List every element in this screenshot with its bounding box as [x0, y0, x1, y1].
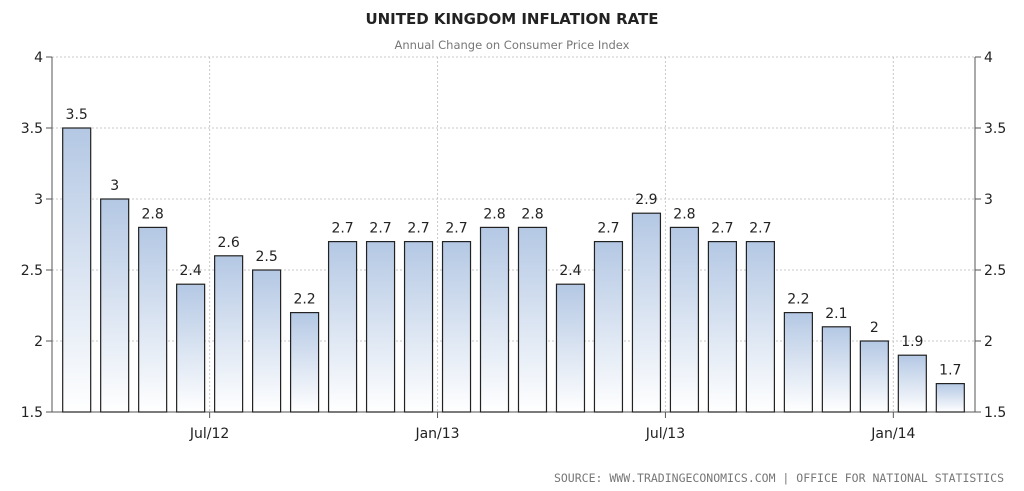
bar — [745, 241, 775, 413]
chart-title: UNITED KINGDOM INFLATION RATE — [365, 10, 658, 28]
data-label: 2.6 — [217, 235, 239, 251]
data-label: 2.7 — [597, 221, 619, 237]
x-tick-label: Jul/13 — [645, 426, 685, 442]
data-label: 2.4 — [559, 263, 581, 279]
y-tick-label-left: 3.5 — [21, 121, 43, 137]
bar — [821, 326, 851, 413]
y-tick-label-left: 1.5 — [21, 405, 43, 421]
bar — [403, 241, 434, 413]
y-tick-label-right: 4 — [984, 50, 993, 66]
bar — [593, 241, 624, 413]
data-label: 1.7 — [939, 363, 961, 379]
bar — [138, 226, 168, 413]
x-tick-label: Jul/12 — [189, 426, 229, 442]
data-label: 1.9 — [901, 334, 923, 350]
data-label: 2.8 — [483, 206, 505, 222]
bar — [631, 212, 662, 413]
bar — [479, 226, 510, 413]
data-label: 3 — [110, 178, 119, 194]
y-tick-label-left: 2.5 — [21, 263, 43, 279]
bar — [62, 127, 92, 413]
y-tick-label-right: 1.5 — [984, 405, 1006, 421]
data-label: 3.5 — [66, 107, 88, 123]
bar — [669, 226, 700, 413]
gridlines — [52, 56, 975, 412]
y-tick-label-right: 2 — [984, 334, 993, 350]
y-tick-label-left: 2 — [34, 334, 43, 350]
bar — [935, 383, 965, 413]
x-tick-label: Jan/13 — [414, 426, 459, 442]
data-label: 2.5 — [255, 249, 277, 265]
data-label: 2.8 — [673, 206, 695, 222]
bar — [214, 255, 244, 413]
x-tick-labels: Jul/12 Jan/13 Jul/13 Jan/14 — [189, 426, 916, 442]
data-label: 2.2 — [293, 292, 315, 308]
bar — [859, 340, 889, 413]
bar — [783, 312, 813, 413]
bar — [289, 312, 320, 413]
data-label: 2.7 — [749, 221, 771, 237]
bar — [707, 241, 738, 413]
y-tick-label-right: 3 — [984, 192, 993, 208]
bar — [176, 283, 206, 413]
y-tick-label-right: 3.5 — [984, 121, 1006, 137]
y-tick-label-right: 2.5 — [984, 263, 1006, 279]
data-labels: 3.5 3 2.8 2.4 2.6 2.5 2.2 2.7 2.7 2.7 2.7 2.8 2.8 2.4… — [66, 107, 962, 379]
data-label: 2.1 — [825, 306, 847, 322]
data-label: 2.7 — [445, 221, 467, 237]
data-label: 2.7 — [711, 221, 733, 237]
data-label: 2.4 — [180, 263, 202, 279]
data-label: 2.7 — [331, 221, 353, 237]
data-label: 2.8 — [521, 206, 543, 222]
x-tick-label: Jan/14 — [870, 426, 915, 442]
data-label: 2.2 — [787, 292, 809, 308]
data-label: 2.8 — [142, 206, 164, 222]
source-note: SOURCE: WWW.TRADINGECONOMICS.COM | OFFIC… — [554, 471, 1004, 485]
bar — [555, 283, 586, 413]
chart-subtitle: Annual Change on Consumer Price Index — [395, 38, 630, 52]
bar — [252, 269, 282, 413]
bar — [897, 354, 927, 413]
bars — [62, 127, 965, 413]
data-label: 2.7 — [407, 221, 429, 237]
y-tick-labels: 1.5 1.5 2 2 2.5 2.5 3 3 3.5 3.5 4 4 — [21, 50, 1007, 421]
axes — [46, 56, 981, 418]
y-tick-label-left: 3 — [34, 192, 43, 208]
y-tick-label-left: 4 — [34, 50, 43, 66]
data-label: 2.7 — [369, 221, 391, 237]
data-label: 2.9 — [635, 192, 657, 208]
bar — [100, 198, 130, 413]
bar — [365, 241, 396, 413]
bar — [441, 241, 472, 413]
bar — [327, 241, 358, 413]
data-label: 2 — [870, 320, 879, 336]
bar — [517, 226, 548, 413]
